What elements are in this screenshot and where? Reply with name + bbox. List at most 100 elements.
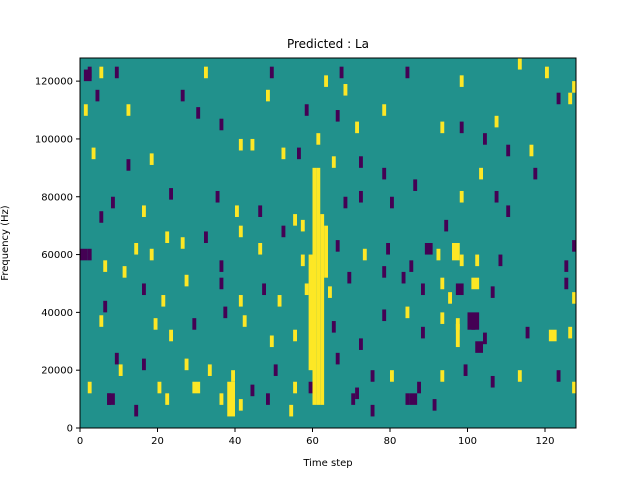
heatmap-cell	[448, 292, 452, 304]
heatmap-cell	[459, 75, 464, 87]
heatmap-cell	[525, 326, 530, 339]
heatmap-cell	[126, 104, 131, 116]
heatmap-band	[312, 167, 317, 405]
heatmap-cell	[359, 338, 363, 350]
heatmap-cell	[219, 118, 224, 131]
heatmap-band	[548, 329, 557, 342]
heatmap-cell	[99, 211, 104, 223]
heatmap-cell	[390, 196, 394, 209]
heatmap-cell	[490, 375, 495, 388]
heatmap-band	[424, 243, 433, 255]
heatmap-cell	[405, 66, 410, 79]
heatmap-band	[80, 248, 88, 261]
heatmap-cell	[126, 159, 131, 171]
heatmap-cell	[339, 66, 344, 79]
heatmap-cell	[517, 58, 522, 70]
heatmap-cell	[335, 110, 340, 122]
heatmap-cell	[262, 283, 266, 296]
heatmap-cell	[316, 133, 321, 145]
y-tick-label: 0	[67, 424, 73, 435]
heatmap-cell	[517, 370, 522, 382]
heatmap-cell	[498, 254, 503, 267]
heatmap-cell	[118, 364, 123, 376]
heatmap-cell	[335, 240, 340, 252]
heatmap-cell	[169, 188, 173, 200]
heatmap-cell	[142, 205, 146, 217]
heatmap-cell	[242, 315, 247, 327]
heatmap-cell	[192, 318, 197, 330]
heatmap-band	[227, 381, 235, 417]
heatmap-cell	[269, 335, 274, 348]
heatmap-cell	[572, 240, 576, 252]
heatmap-cell	[370, 370, 375, 382]
heatmap-cell	[165, 393, 170, 405]
heatmap-cell	[568, 326, 573, 339]
heatmap-cell	[568, 92, 573, 105]
heatmap-cell	[266, 393, 270, 405]
heatmap-cell	[463, 364, 468, 376]
heatmap-cell	[114, 66, 119, 79]
heatmap-cell	[293, 329, 297, 342]
heatmap-cell	[413, 179, 418, 191]
heatmap-cell	[304, 104, 309, 116]
heatmap-cell	[196, 107, 201, 119]
heatmap-cell	[300, 254, 305, 267]
heatmap-cell	[483, 133, 487, 145]
heatmap-cell	[142, 358, 146, 371]
y-tick-label: 20000	[41, 366, 73, 377]
x-tick-label: 80	[384, 436, 397, 447]
heatmap-cell	[169, 329, 173, 342]
heatmap-cell	[184, 274, 189, 287]
chart-title: Predicted : La	[287, 37, 369, 51]
heatmap-cell	[409, 260, 414, 272]
y-tick-label: 40000	[41, 308, 73, 319]
heatmap-cell	[289, 404, 294, 417]
heatmap-cell	[324, 75, 328, 87]
heatmap-band	[467, 312, 480, 330]
x-axis-label: Time step	[302, 458, 352, 469]
heatmap-cell	[103, 300, 108, 313]
y-tick-label: 60000	[41, 250, 73, 261]
heatmap-cell	[165, 231, 170, 243]
plot-frame	[79, 57, 577, 429]
heatmap-cell	[347, 271, 352, 284]
y-axis-label: Frequency (Hz)	[0, 205, 11, 281]
heatmap-cell	[529, 144, 534, 157]
heatmap-cell	[250, 384, 255, 397]
heatmap-cell	[204, 231, 208, 243]
heatmap-cell	[293, 381, 297, 394]
heatmap-cell	[266, 89, 270, 102]
heatmap-cell	[281, 225, 286, 238]
heatmap-cell	[440, 312, 445, 324]
heatmap-cell	[479, 167, 483, 180]
heatmap-cell	[490, 286, 495, 298]
heatmap-cell	[258, 243, 263, 255]
heatmap-cell	[331, 321, 336, 333]
heatmap-cell	[382, 309, 387, 322]
heatmap-cell	[459, 121, 464, 134]
heatmap-cell	[134, 404, 139, 417]
x-tick-label: 20	[151, 436, 164, 447]
heatmap-cell	[238, 399, 243, 411]
heatmap-cell	[293, 214, 297, 226]
heatmap-cell	[459, 190, 464, 203]
heatmap-cell	[184, 358, 189, 371]
heatmap-cell	[483, 332, 487, 345]
heatmap-cell	[459, 254, 464, 267]
heatmap-cell	[382, 167, 387, 180]
heatmap-band	[320, 214, 325, 405]
heatmap-cell	[556, 92, 561, 105]
heatmap-cell	[238, 295, 243, 307]
heatmap-cell	[95, 89, 100, 102]
heatmap-cell	[277, 295, 282, 307]
heatmap-band	[475, 341, 483, 353]
heatmap-cell	[122, 266, 127, 278]
heatmap-band	[83, 69, 92, 82]
x-tick-label: 0	[77, 436, 83, 447]
heatmap-cell	[111, 196, 115, 209]
x-tick-label: 40	[229, 436, 242, 447]
heatmap-cell	[440, 370, 445, 382]
heatmap-cell	[494, 115, 499, 128]
heatmap-cell	[219, 260, 224, 272]
heatmap-cell	[475, 254, 480, 267]
